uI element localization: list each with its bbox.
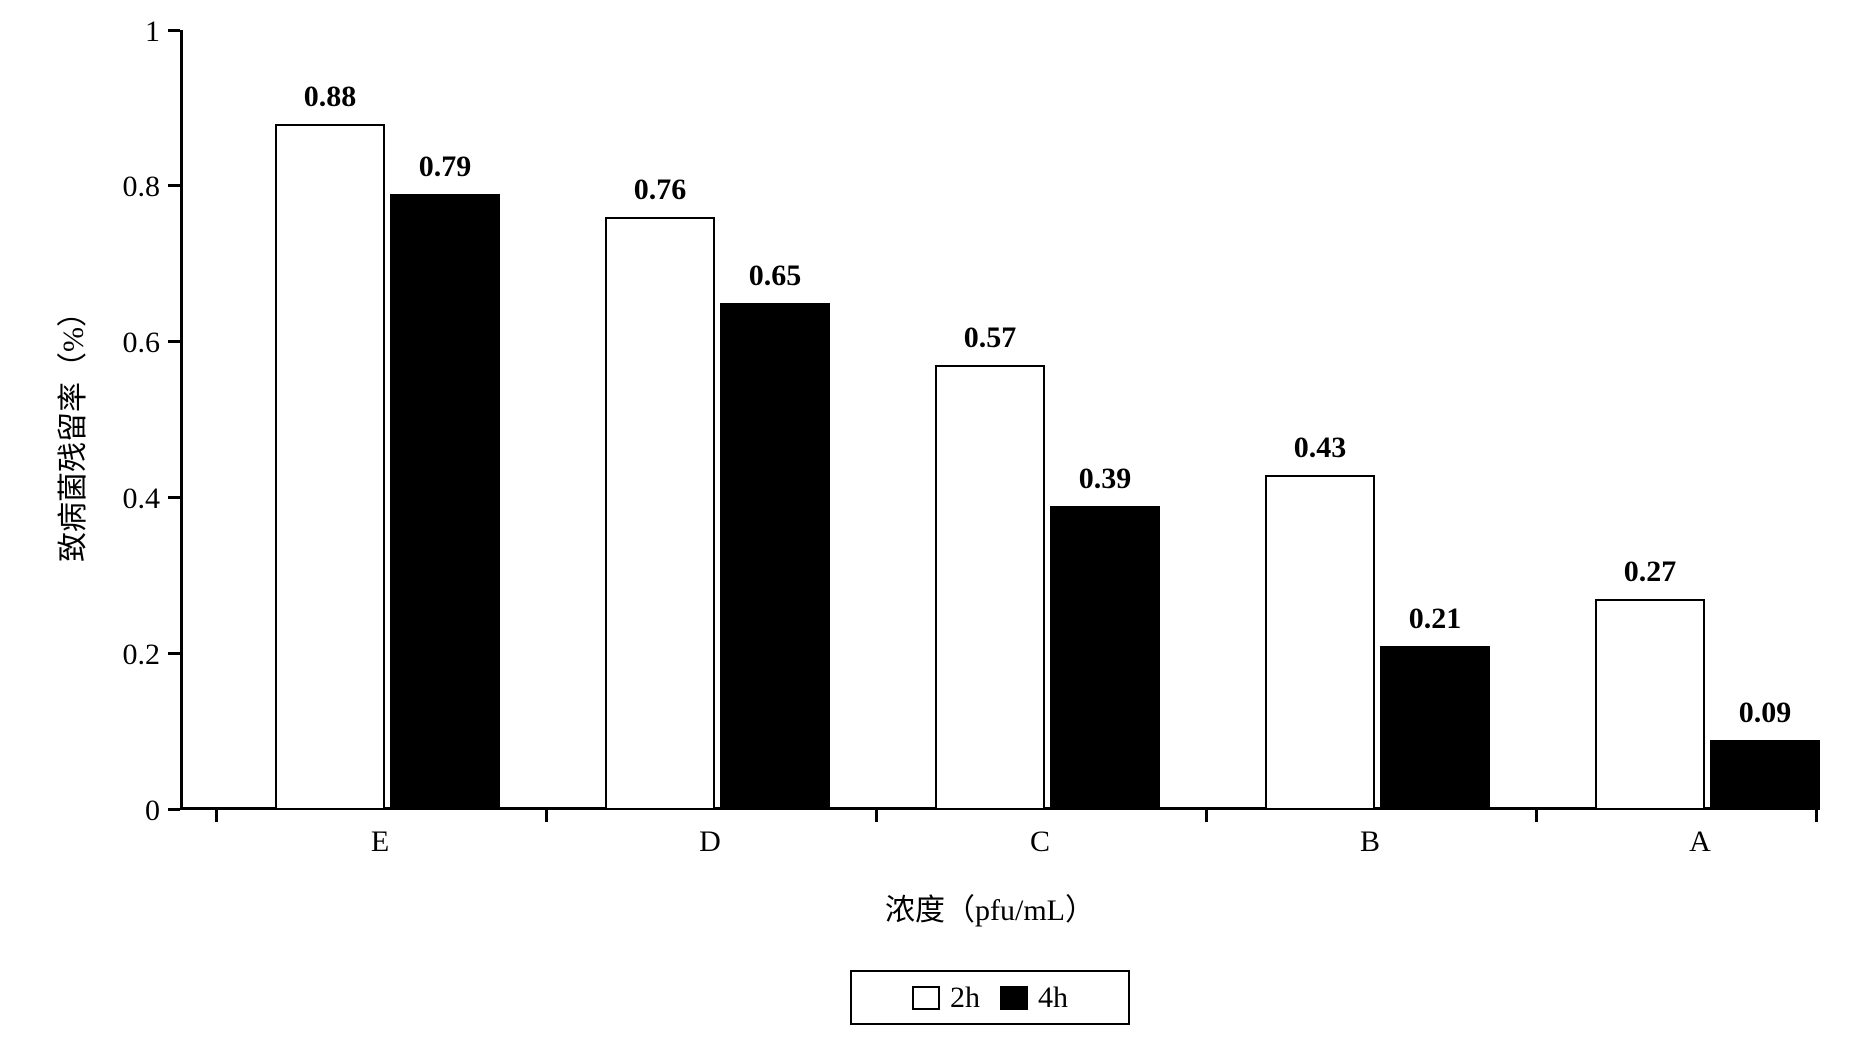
x-cat-D: D <box>660 825 760 859</box>
bar-D-4h <box>720 303 830 810</box>
x-tick <box>1815 810 1818 822</box>
legend-swatch-2h <box>912 986 940 1010</box>
data-label-E-4h: 0.79 <box>375 150 515 184</box>
x-tick <box>215 810 218 822</box>
data-label-B-4h: 0.21 <box>1365 602 1505 636</box>
data-label-E-2h: 0.88 <box>260 80 400 114</box>
chart-container: 致病菌残留率（%） 0 0.2 0.4 0.6 0.8 1 <box>0 0 1872 1064</box>
y-axis-line <box>180 30 183 810</box>
y-tick-label-4: 0.8 <box>85 170 160 204</box>
x-tick <box>875 810 878 822</box>
y-tick-label-3: 0.6 <box>85 326 160 360</box>
y-tick <box>168 652 180 655</box>
legend: 2h 4h <box>850 970 1130 1025</box>
data-label-A-4h: 0.09 <box>1695 696 1835 730</box>
data-label-C-4h: 0.39 <box>1035 462 1175 496</box>
y-tick-label-2: 0.4 <box>85 482 160 516</box>
x-axis-label: 浓度（pfu/mL） <box>790 885 1190 929</box>
data-label-B-2h: 0.43 <box>1250 431 1390 465</box>
legend-label-4h: 4h <box>1038 981 1068 1015</box>
y-tick <box>168 808 180 811</box>
x-cat-E: E <box>330 825 430 859</box>
legend-swatch-4h <box>1000 986 1028 1010</box>
y-tick <box>168 340 180 343</box>
x-tick <box>545 810 548 822</box>
bar-C-2h <box>935 365 1045 810</box>
bar-A-2h <box>1595 599 1705 810</box>
bar-D-2h <box>605 217 715 810</box>
x-cat-B: B <box>1320 825 1420 859</box>
plot-area: 0 0.2 0.4 0.6 0.8 1 0.88 0.79 0.76 0.65 <box>180 30 1820 810</box>
bar-E-4h <box>390 194 500 810</box>
bar-E-2h <box>275 124 385 810</box>
legend-label-2h: 2h <box>950 981 980 1015</box>
x-cat-A: A <box>1650 825 1750 859</box>
bar-B-2h <box>1265 475 1375 810</box>
bar-A-4h <box>1710 740 1820 810</box>
bar-B-4h <box>1380 646 1490 810</box>
y-tick-label-0: 0 <box>110 794 160 828</box>
x-tick <box>1535 810 1538 822</box>
y-tick-label-1: 0.2 <box>85 638 160 672</box>
y-tick <box>168 29 180 32</box>
x-cat-C: C <box>990 825 1090 859</box>
data-label-D-4h: 0.65 <box>705 259 845 293</box>
y-tick <box>168 496 180 499</box>
x-tick <box>1205 810 1208 822</box>
y-tick-label-5: 1 <box>110 15 160 49</box>
data-label-C-2h: 0.57 <box>920 321 1060 355</box>
data-label-A-2h: 0.27 <box>1580 555 1720 589</box>
data-label-D-2h: 0.76 <box>590 173 730 207</box>
bar-C-4h <box>1050 506 1160 810</box>
y-tick <box>168 184 180 187</box>
